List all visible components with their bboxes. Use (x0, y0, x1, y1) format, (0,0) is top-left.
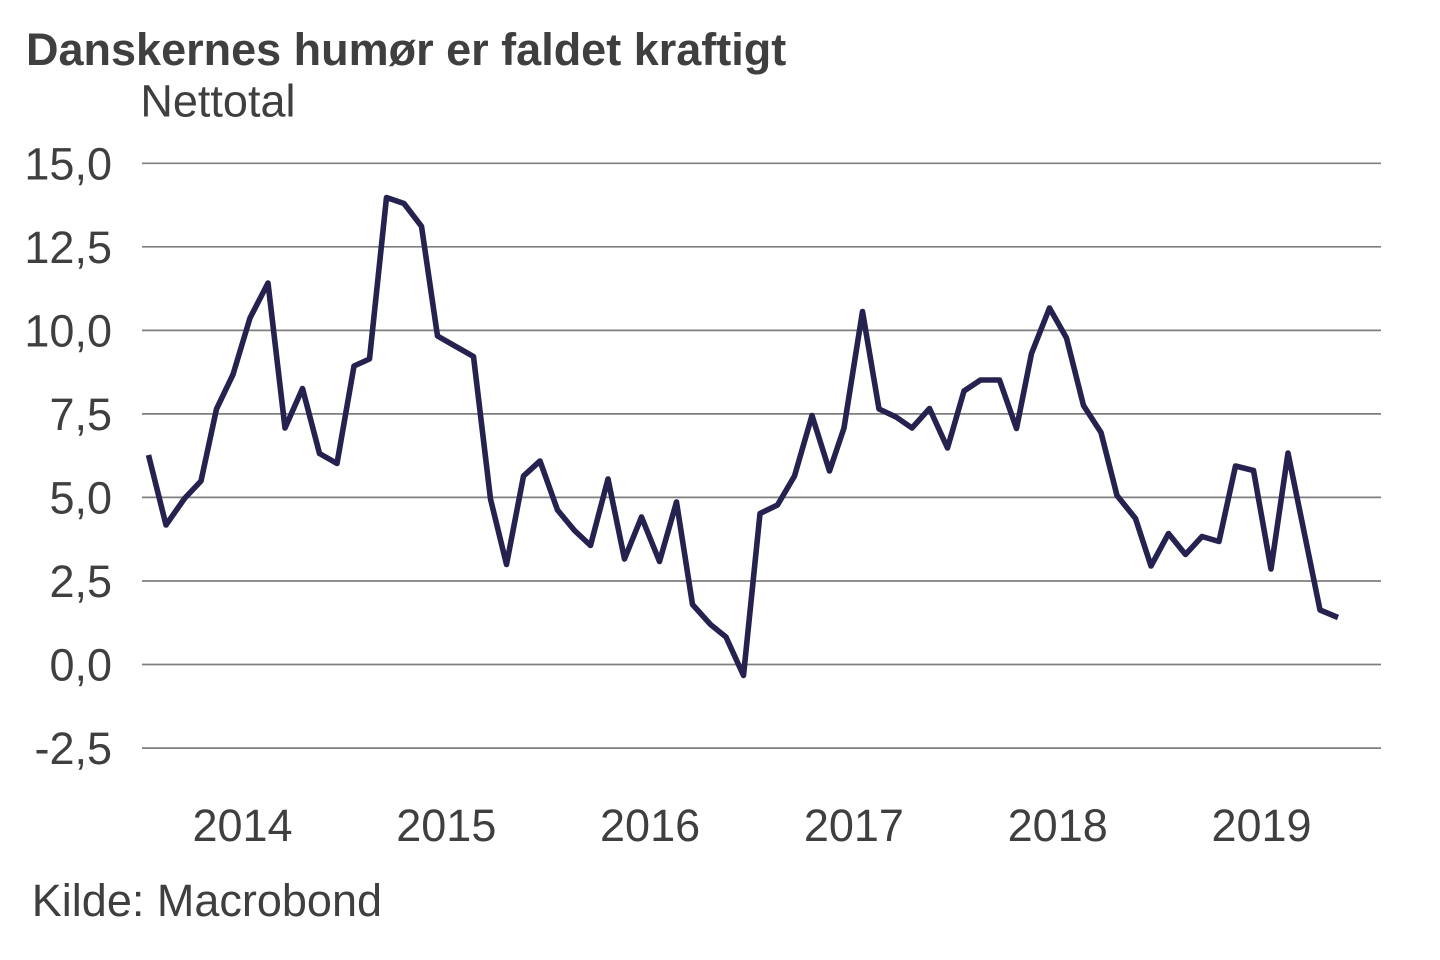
svg-text:Kilde: Macrobond: Kilde: Macrobond (32, 875, 382, 926)
svg-text:Nettotal: Nettotal (140, 75, 295, 126)
svg-text:10,0: 10,0 (24, 305, 112, 356)
svg-text:2014: 2014 (192, 800, 292, 851)
svg-text:5,0: 5,0 (49, 472, 112, 523)
svg-text:2016: 2016 (600, 800, 700, 851)
svg-text:2017: 2017 (804, 800, 904, 851)
svg-text:7,5: 7,5 (49, 389, 112, 440)
svg-text:2018: 2018 (1008, 800, 1108, 851)
svg-text:-2,5: -2,5 (34, 723, 112, 774)
svg-text:15,0: 15,0 (24, 138, 112, 189)
svg-text:0,0: 0,0 (49, 640, 112, 691)
svg-text:12,5: 12,5 (24, 222, 112, 273)
svg-text:2015: 2015 (396, 800, 496, 851)
svg-text:Danskernes humør er faldet kra: Danskernes humør er faldet kraftigt (26, 24, 786, 75)
svg-text:2,5: 2,5 (49, 556, 112, 607)
svg-text:2019: 2019 (1211, 800, 1311, 851)
